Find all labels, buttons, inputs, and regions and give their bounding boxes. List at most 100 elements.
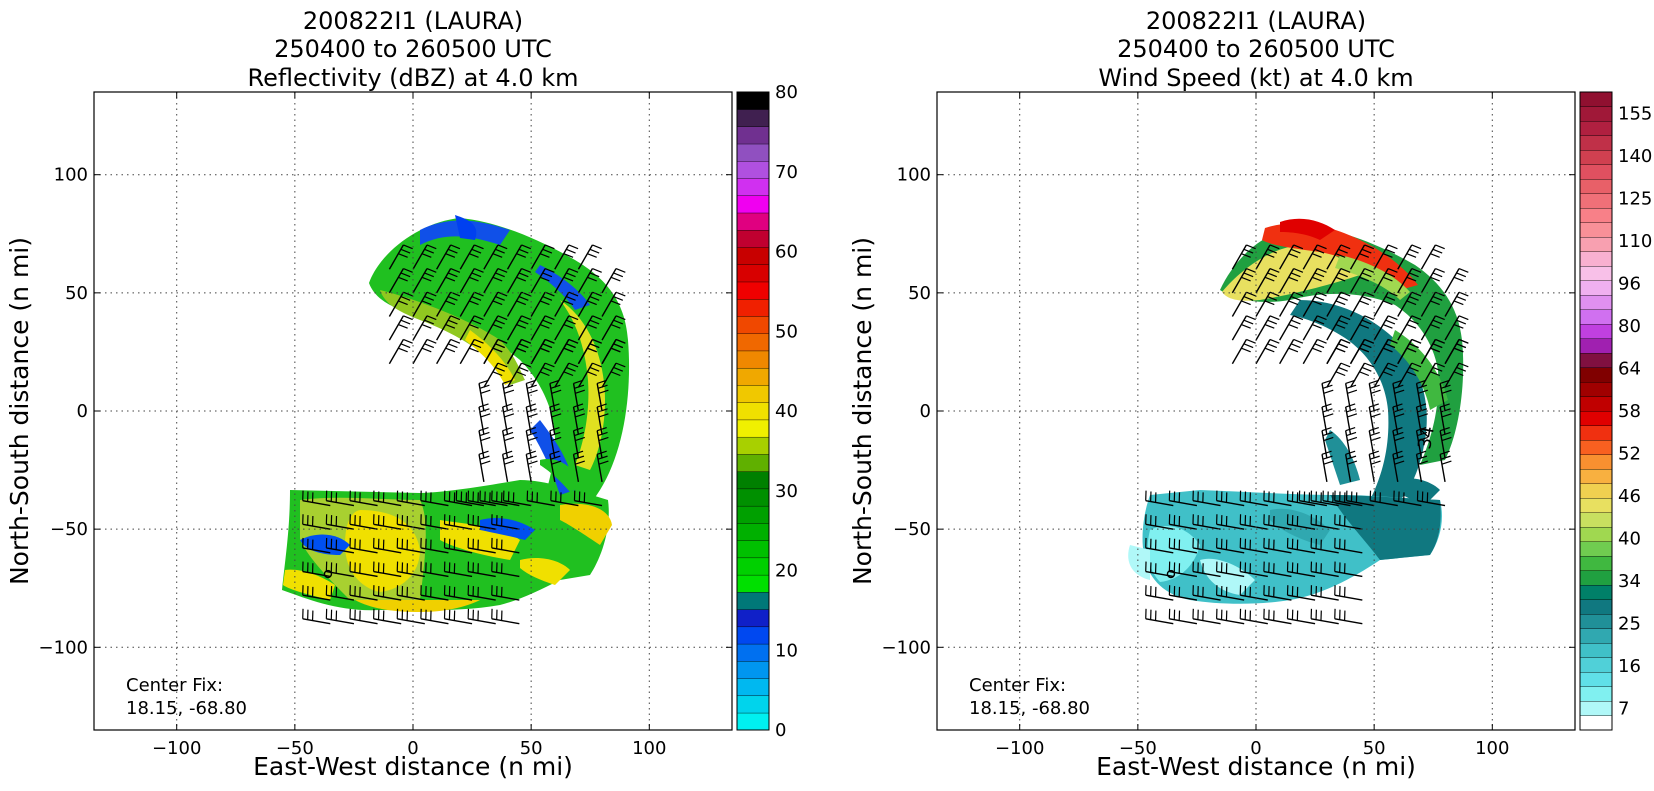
colorbar-swatch [737, 282, 769, 300]
colorbar-swatch [1580, 252, 1612, 267]
colorbar-swatch [737, 333, 769, 351]
colorbar-swatch [737, 471, 769, 489]
wind-barb [492, 609, 520, 624]
colorbar-swatch [1580, 614, 1612, 629]
y-tick-label: −100 [882, 637, 931, 658]
colorbar-swatch [737, 713, 769, 731]
grid [937, 92, 1575, 730]
colorbar-swatch [737, 506, 769, 524]
colorbar-swatch [1580, 382, 1612, 397]
wind-barb [1256, 316, 1279, 340]
colorbar-swatch [1580, 585, 1612, 600]
colorbar-swatch [1580, 571, 1612, 586]
colorbar-swatch [737, 523, 769, 541]
colorbar-swatch [737, 316, 769, 334]
colorbar-tick-label: 40 [775, 401, 798, 422]
colorbar-swatch [1580, 339, 1612, 354]
colorbar-tick-label: 125 [1618, 188, 1652, 209]
colorbar-swatch [737, 575, 769, 593]
grid [94, 92, 732, 730]
reflectivity-field [282, 215, 629, 612]
colorbar-swatch [737, 230, 769, 248]
y-tick-label: −50 [50, 519, 88, 540]
colorbar-swatch [1580, 658, 1612, 673]
colorbar-tick-label: 140 [1618, 146, 1652, 167]
wind-barb [1445, 269, 1468, 293]
colorbar-swatch [1580, 687, 1612, 702]
y-axis-label: North-South distance (n mi) [5, 237, 34, 585]
y-tick-label: 50 [908, 283, 931, 304]
colorbar-swatch [1580, 716, 1612, 731]
colorbar-swatch [1580, 295, 1612, 310]
colorbar-swatch [1580, 194, 1612, 209]
colorbar-tick-label: 52 [1618, 444, 1641, 465]
colorbar-swatch [1580, 92, 1612, 107]
colorbar-tick-label: 34 [1618, 571, 1641, 592]
colorbar-swatch [737, 385, 769, 403]
wind-barb [1421, 245, 1444, 269]
x-axis-label: East-West distance (n mi) [1096, 752, 1416, 781]
colorbar-swatch [1580, 498, 1612, 513]
colorbar-swatch [737, 195, 769, 213]
colorbar-tick-label: 40 [1618, 529, 1641, 550]
colorbar-swatch [1580, 701, 1612, 716]
colorbar-swatch [737, 627, 769, 645]
colorbar-tick-label: 7 [1618, 699, 1629, 720]
colorbar-swatch [737, 213, 769, 231]
title-line-1: 200822I1 (LAURA) [1146, 7, 1366, 35]
colorbar-tick-label: 50 [775, 321, 798, 342]
reflectivity-panel: 200822I1 (LAURA) 250400 to 260500 UTC Re… [5, 7, 798, 781]
wind-barb [1232, 339, 1255, 363]
y-tick-label: 50 [65, 283, 88, 304]
colorbar-swatch [1580, 643, 1612, 658]
wind-barb [389, 339, 412, 363]
colorbar-swatch [737, 126, 769, 144]
colorbar-swatch [1580, 455, 1612, 470]
y-tick-label: 100 [54, 165, 88, 186]
y-tick-label: −50 [893, 519, 931, 540]
colorbar-swatch [1580, 237, 1612, 252]
y-tick-label: 100 [897, 165, 931, 186]
colorbar-swatch [1580, 266, 1612, 281]
colorbar-tick-label: 80 [1618, 316, 1641, 337]
wind-barb [1303, 339, 1326, 363]
colorbar-swatch [1580, 353, 1612, 368]
colorbar-swatch [737, 558, 769, 576]
x-tick-label: −100 [995, 738, 1044, 759]
wind-barb [526, 451, 537, 482]
colorbar-tick-label: 25 [1618, 614, 1641, 635]
colorbar-swatch [737, 609, 769, 627]
colorbar-tick-label: 58 [1618, 401, 1641, 422]
wind-barb [1322, 451, 1333, 482]
title-line-2: 250400 to 260500 UTC [1117, 35, 1395, 63]
wind-barb [1256, 339, 1279, 363]
wind-barb [413, 339, 436, 363]
colorbar-swatch [1580, 165, 1612, 180]
colorbar-swatch [737, 299, 769, 317]
wind-barb [1232, 316, 1255, 340]
colorbar-swatch [1580, 513, 1612, 528]
colorbar-tick-label: 155 [1618, 103, 1652, 124]
y-tick-label: 0 [920, 401, 931, 422]
colorbar-swatch [1580, 542, 1612, 557]
wind-barb [1280, 339, 1303, 363]
wind-barb [1327, 363, 1350, 387]
wind-barb [389, 316, 412, 340]
wind-barb [437, 339, 460, 363]
colorbar-swatch [1580, 556, 1612, 571]
colorbar-swatch [1580, 469, 1612, 484]
colorbar-swatch [737, 540, 769, 558]
colorbar-tick-label: 0 [775, 720, 786, 741]
colorbar-swatch [1580, 281, 1612, 296]
wind-barb [1351, 363, 1374, 387]
colorbar-swatch [1580, 310, 1612, 325]
wind-barb [1335, 585, 1363, 600]
colorbar-tick-label: 46 [1618, 486, 1641, 507]
x-tick-label: 100 [632, 738, 666, 759]
colorbar-swatch [1580, 136, 1612, 151]
colorbar-swatch [737, 696, 769, 714]
y-tick-label: −100 [39, 637, 88, 658]
